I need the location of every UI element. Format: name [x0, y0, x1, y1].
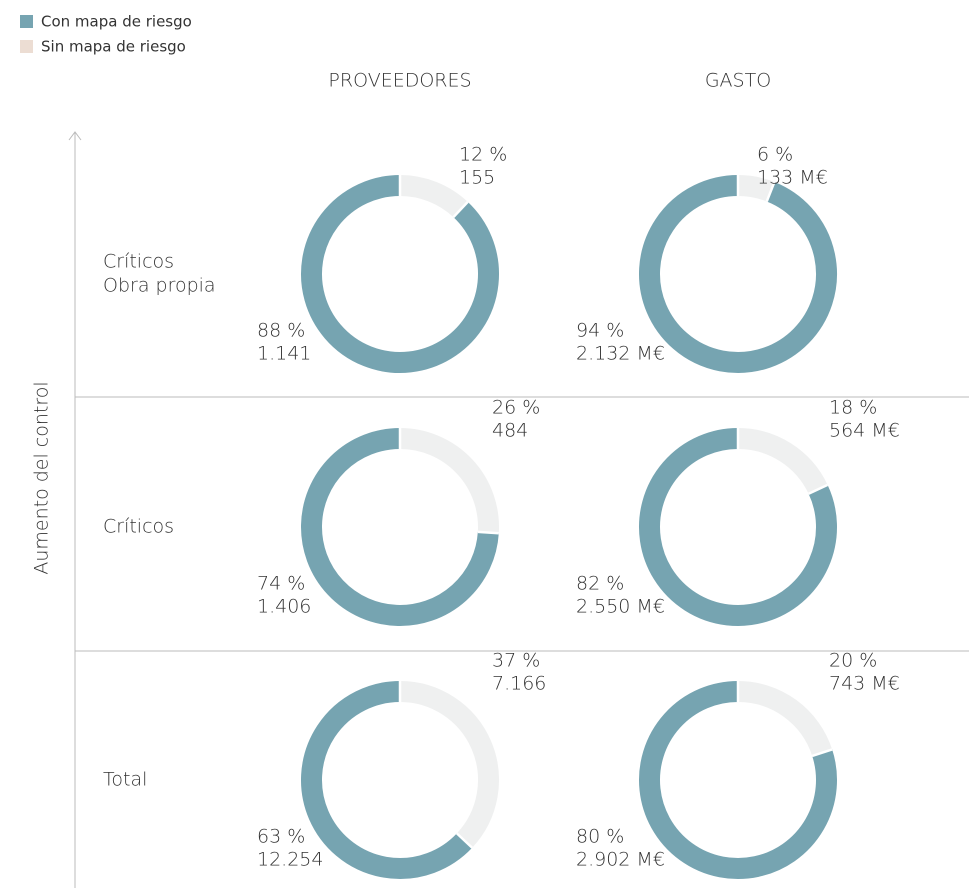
axis-arrow	[68, 131, 82, 141]
amount-label: 12.254	[257, 849, 323, 871]
donut-segment	[399, 175, 468, 218]
value-label: 94 %	[576, 320, 624, 342]
amount-label: 1.406	[257, 596, 311, 618]
value-label: 20 %	[829, 650, 877, 672]
value-label: 12 %	[459, 144, 507, 166]
row-label: Obra propia	[103, 275, 216, 297]
amount-label: 7.166	[492, 673, 546, 695]
donut-segment	[399, 681, 499, 848]
amount-label: 155	[459, 167, 495, 189]
amount-label: 2.902 M€	[576, 849, 665, 871]
value-label: 74 %	[257, 573, 305, 595]
legend-swatch	[20, 40, 33, 53]
value-label: 6 %	[757, 144, 793, 166]
legend-label: Sin mapa de riesgo	[41, 38, 186, 56]
value-label: 88 %	[257, 320, 305, 342]
column-header: GASTO	[705, 70, 771, 92]
donut-segment	[737, 681, 833, 757]
donut-segment	[639, 681, 837, 879]
legend-label: Con mapa de riesgo	[41, 13, 192, 31]
axis-label: Aumento del control	[31, 381, 53, 574]
value-label: 26 %	[492, 397, 540, 419]
amount-label: 2.550 M€	[576, 596, 665, 618]
segment-gap	[765, 181, 776, 202]
donut-segment	[399, 428, 499, 534]
value-label: 18 %	[829, 397, 877, 419]
value-label: 80 %	[576, 826, 624, 848]
donut-segment	[737, 428, 828, 495]
donut-segment	[639, 428, 837, 626]
row-label: Críticos	[103, 251, 174, 273]
amount-label: 133 M€	[757, 167, 828, 189]
segment-gap	[477, 530, 499, 535]
amount-label: 564 M€	[829, 420, 900, 442]
amount-label: 484	[492, 420, 528, 442]
donut-segment	[639, 175, 837, 373]
value-label: 63 %	[257, 826, 305, 848]
donut-segment	[301, 428, 499, 626]
segment-gap	[452, 200, 469, 218]
row-label: Total	[103, 769, 147, 791]
donut-segment	[301, 175, 499, 373]
amount-label: 743 M€	[829, 673, 900, 695]
segment-gap	[808, 483, 829, 495]
segment-gap	[456, 832, 474, 849]
segment-gap	[811, 748, 833, 758]
legend-swatch	[20, 15, 33, 28]
column-header: PROVEEDORES	[328, 70, 471, 92]
value-label: 37 %	[492, 650, 540, 672]
amount-label: 2.132 M€	[576, 343, 665, 365]
donut-segment	[301, 681, 473, 879]
row-label: Críticos	[103, 516, 174, 538]
value-label: 82 %	[576, 573, 624, 595]
amount-label: 1.141	[257, 343, 311, 365]
